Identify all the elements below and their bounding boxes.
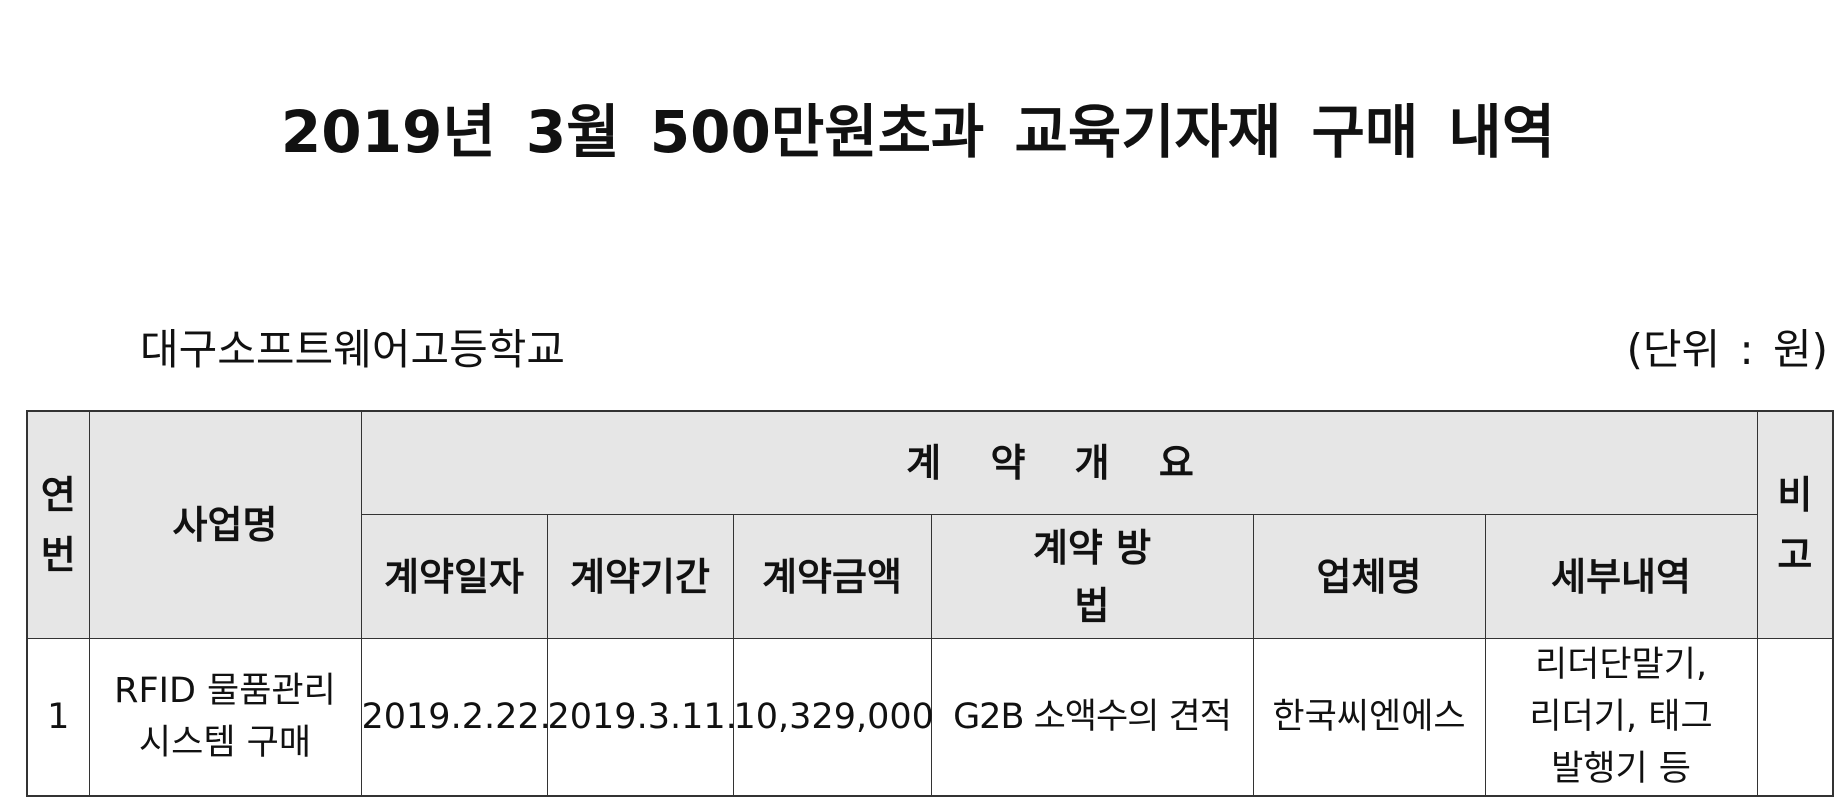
page-title: 2019년 3월 500만원초과 교육기자재 구매 내역 xyxy=(280,98,1556,166)
header-number-label: 연번 xyxy=(40,473,76,577)
header-vendor: 업체명 xyxy=(1252,514,1486,639)
cell-project-name: RFID 물품관리시스템 구매 xyxy=(88,638,362,797)
cell-contract-amount: 10,329,000 xyxy=(732,638,934,797)
unit-label: (단위 : 원) xyxy=(1626,325,1828,374)
school-name: 대구소프트웨어고등학교 xyxy=(140,325,566,374)
header-details: 세부내역 xyxy=(1484,514,1758,639)
header-contract-method-label: 계약 방법 xyxy=(1032,525,1152,628)
cell-details: 리더단말기, 리더기, 태그발행기 등 xyxy=(1484,638,1758,797)
header-number: 연번 xyxy=(26,410,90,639)
header-contract-period: 계약기간 xyxy=(546,514,734,639)
cell-contract-date: 2019.2.22. xyxy=(360,638,551,797)
purchase-table: 연번 사업명 계 약 개 요 비고 계약일자 계약기간 계약금액 계약 방법 업… xyxy=(26,410,1835,797)
cell-contract-method: G2B 소액수의 견적 xyxy=(930,638,1254,797)
header-remarks: 비고 xyxy=(1756,410,1834,639)
cell-number: 1 xyxy=(26,638,90,797)
cell-vendor: 한국씨엔에스 xyxy=(1252,638,1486,797)
cell-contract-period: 2019.3.11. xyxy=(546,638,737,797)
header-contract-method: 계약 방법 xyxy=(930,514,1254,639)
header-contract-amount: 계약금액 xyxy=(732,514,932,639)
cell-remarks xyxy=(1756,638,1834,797)
cell-details-text: 리더단말기, 리더기, 태그발행기 등 xyxy=(1529,645,1713,789)
cell-project-name-text: RFID 물품관리시스템 구매 xyxy=(114,671,336,763)
header-remarks-label: 비고 xyxy=(1777,473,1813,577)
header-project-name: 사업명 xyxy=(88,410,362,639)
table-row: 1 RFID 물품관리시스템 구매 2019.2.22. 2019.3.11. … xyxy=(26,638,1834,797)
header-contract-overview: 계 약 개 요 xyxy=(360,410,1758,515)
header-contract-date: 계약일자 xyxy=(360,514,548,639)
